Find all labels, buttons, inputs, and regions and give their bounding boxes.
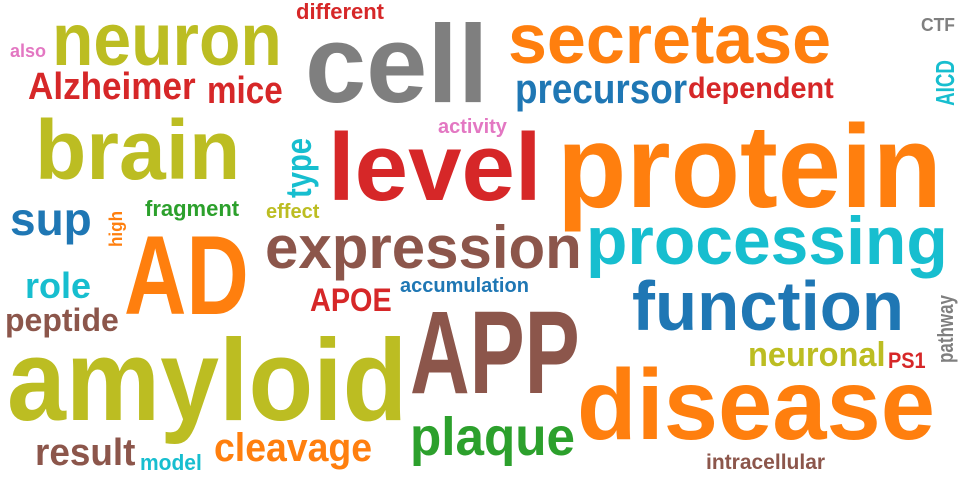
word-high: high	[106, 211, 126, 247]
word-alzheimer: Alzheimer	[28, 66, 196, 108]
word-sup: sup	[10, 193, 92, 245]
word-activity: activity	[438, 116, 507, 138]
word-different: different	[296, 0, 384, 24]
word-fragment: fragment	[145, 196, 240, 221]
word-cleavage: cleavage	[214, 426, 373, 470]
word-also: also	[10, 41, 47, 61]
word-neuron: neuron	[52, 0, 282, 81]
word-amyloid: amyloid	[7, 315, 408, 445]
word-ps1: PS1	[888, 348, 926, 373]
word-accumulation: accumulation	[400, 275, 529, 297]
word-expression: expression	[265, 214, 582, 281]
word-role: role	[25, 265, 92, 306]
word-function: function	[632, 267, 905, 345]
word-protein: protein	[557, 101, 942, 233]
word-level: level	[328, 114, 542, 221]
word-pathway: pathway	[933, 294, 959, 364]
word-secretase: secretase	[508, 0, 832, 78]
word-mice: mice	[207, 70, 283, 112]
word-plaque: plaque	[410, 407, 576, 467]
word-dependent: dependent	[688, 72, 834, 105]
word-type: type	[278, 137, 320, 199]
word-ad: AD	[124, 213, 249, 338]
word-disease: disease	[577, 349, 935, 461]
word-app: APP	[410, 287, 580, 419]
word-apoe: APOE	[310, 282, 392, 318]
word-model: model	[140, 450, 202, 475]
word-effect: effect	[266, 201, 320, 223]
word-cell: cell	[305, 3, 489, 126]
word-intracellular: intracellular	[706, 451, 826, 474]
word-precursor: precursor	[515, 65, 688, 112]
word-neuronal: neuronal	[748, 336, 886, 374]
word-result: result	[35, 432, 136, 474]
word-ctf: CTF	[921, 15, 955, 35]
word-processing: processing	[586, 203, 948, 279]
word-brain: brain	[35, 103, 241, 197]
word-aicd: AICD	[929, 60, 960, 106]
word-peptide: peptide	[5, 302, 119, 338]
